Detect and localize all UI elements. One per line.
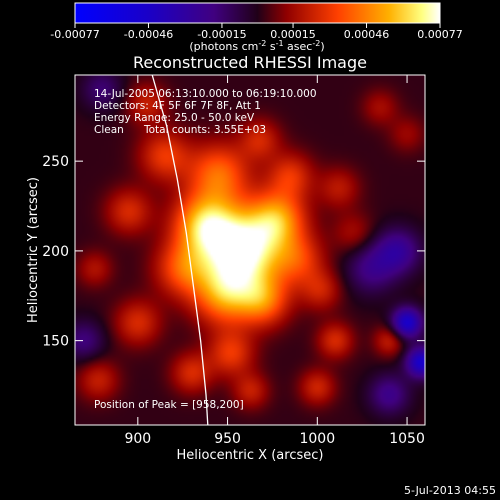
colorbar-tick-label: 0.00077 [417, 28, 463, 41]
chart-title: Reconstructed RHESSI Image [133, 53, 367, 72]
y-tick-label: 200 [42, 244, 69, 260]
x-axis-label: Heliocentric X (arcsec) [177, 448, 324, 463]
x-axis-ticks: 900 950 1000 1050 [124, 75, 425, 447]
plot-frame [74, 74, 426, 426]
info-method: Clean [94, 124, 124, 136]
x-tick-label: 950 [214, 431, 241, 447]
y-tick-label: 250 [42, 154, 69, 170]
info-peak-position: Position of Peak = [958,200] [94, 399, 244, 411]
info-block: 14-Jul-2005 06:13:10.000 to 06:19:10.000… [94, 88, 317, 411]
colorbar-tick-label: -0.00077 [50, 28, 99, 41]
info-time-range: 14-Jul-2005 06:13:10.000 to 06:19:10.000 [94, 88, 317, 100]
colorbar-tick-label: 0.00046 [344, 28, 390, 41]
x-tick-label: 900 [124, 431, 151, 447]
colorbar-ticks: -0.00077 -0.00046 -0.00015 0.00015 0.00046 0.… [50, 23, 463, 41]
colorbar-tick-label: 0.00015 [270, 28, 316, 41]
colorbar-tick-label: -0.00015 [197, 28, 246, 41]
colorbar-units: (photons cm-2 s-1 asec-2) [189, 39, 324, 53]
y-axis-ticks: 150 200 250 [42, 154, 425, 350]
colorbar: -0.00077 -0.00046 -0.00015 0.00015 0.00046 0.… [50, 2, 463, 53]
solar-limb-curve [151, 75, 209, 425]
y-tick-label: 150 [42, 334, 69, 350]
info-energy: Energy Range: 25.0 - 50.0 keV [94, 112, 255, 124]
footer-timestamp: 5-Jul-2013 04:55 [404, 484, 496, 497]
heatmap-image [75, 75, 425, 425]
y-axis-label: Heliocentric Y (arcsec) [26, 177, 41, 323]
colorbar-bar [74, 2, 441, 24]
info-detectors: Detectors: 4F 5F 6F 7F 8F, Att 1 [94, 100, 261, 112]
x-tick-label: 1000 [299, 431, 335, 447]
info-counts: Total counts: 3.55E+03 [143, 124, 266, 136]
colorbar-tick-label: -0.00046 [124, 28, 173, 41]
x-tick-label: 1050 [389, 431, 425, 447]
